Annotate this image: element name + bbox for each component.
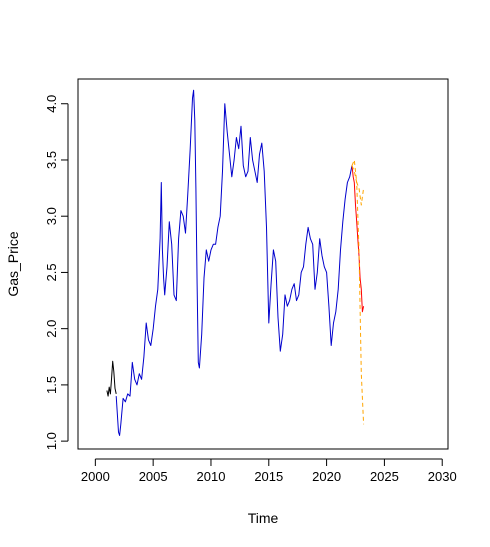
x-tick-label: 2020	[312, 469, 341, 484]
series-line-2	[115, 89, 353, 436]
y-tick-label: 2.5	[44, 263, 59, 281]
x-tick-label: 2030	[428, 469, 457, 484]
series-lines	[106, 89, 365, 436]
y-tick-label: 1.0	[44, 432, 59, 450]
x-tick-label: 2010	[197, 469, 226, 484]
series-line-4	[351, 165, 365, 425]
y-axis: 1.0 1.5 2.0 2.5 3.0 3.5 4.0	[44, 95, 69, 450]
x-axis: 2000 2005 2010 2015 2020 2025 2030	[81, 458, 457, 484]
y-axis-title: Gas_Price	[5, 231, 21, 297]
x-tick-label: 2025	[370, 469, 399, 484]
y-tick-label: 3.5	[44, 151, 59, 169]
y-tick-label: 2.0	[44, 320, 59, 338]
plot-area-frame	[77, 78, 449, 450]
x-tick-label: 2015	[254, 469, 283, 484]
series-line-3	[351, 165, 365, 313]
x-axis-title: Time	[248, 510, 279, 526]
x-tick-label: 2000	[81, 469, 110, 484]
y-tick-label: 1.5	[44, 376, 59, 394]
y-tick-label: 4.0	[44, 95, 59, 113]
y-tick-label: 3.0	[44, 207, 59, 225]
series-line-5	[351, 159, 365, 206]
series-line-1	[106, 360, 117, 397]
x-tick-label: 2005	[139, 469, 168, 484]
